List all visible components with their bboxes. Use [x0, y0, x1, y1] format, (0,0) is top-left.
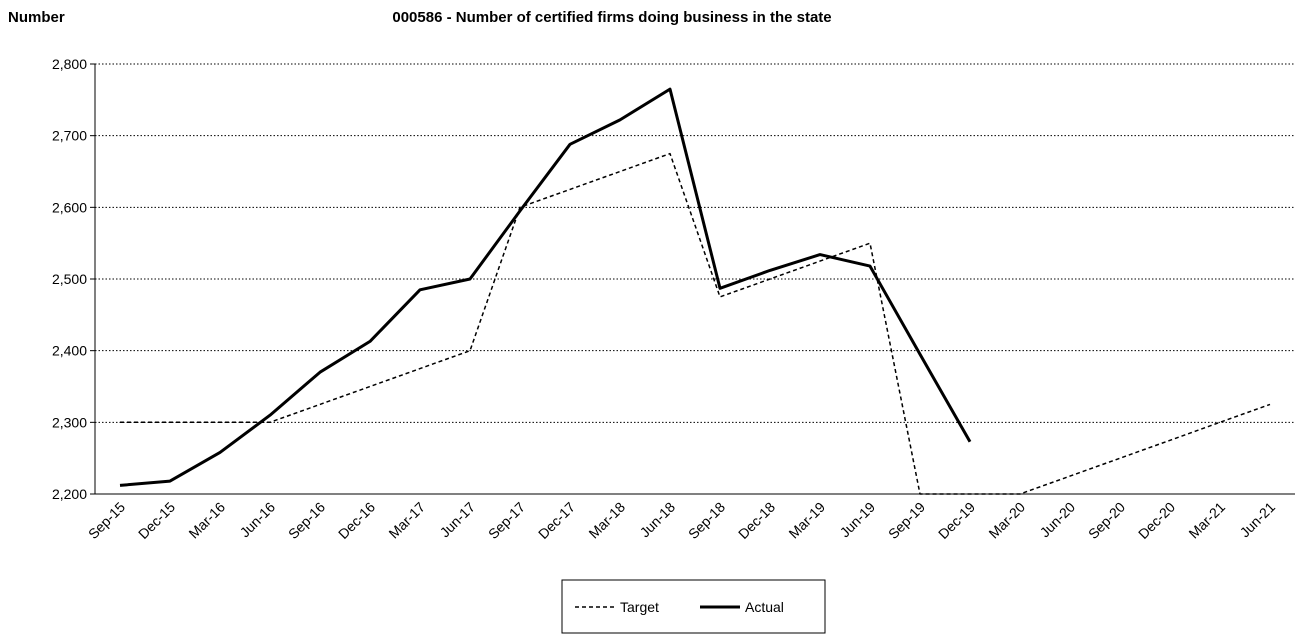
x-tick-label: Mar-18: [585, 499, 628, 542]
x-tick-label: Dec-18: [735, 499, 778, 542]
x-tick-label: Sep-15: [85, 499, 128, 542]
x-tick-label: Mar-21: [1185, 499, 1228, 542]
x-tick-label: Mar-16: [185, 499, 228, 542]
legend-label: Actual: [745, 599, 784, 615]
y-tick-label: 2,200: [52, 486, 87, 502]
legend-label: Target: [620, 599, 659, 615]
x-tick-label: Jun-18: [637, 499, 679, 541]
x-tick-label: Dec-15: [135, 499, 178, 542]
y-tick-label: 2,600: [52, 199, 87, 215]
x-tick-label: Dec-16: [335, 499, 378, 542]
line-series: [120, 152, 1271, 495]
x-tick-label: Jun-20: [1037, 499, 1079, 541]
x-tick-label: Jun-16: [237, 499, 279, 541]
x-tick-label: Jun-17: [437, 499, 479, 541]
x-tick-label: Mar-17: [385, 499, 428, 542]
y-axis-label: Number: [8, 9, 65, 26]
y-tick-label: 2,800: [52, 56, 87, 72]
x-tick-label: Sep-16: [285, 499, 328, 542]
x-tick-label: Jun-19: [837, 499, 879, 541]
x-tick-label: Dec-20: [1135, 499, 1178, 542]
x-tick-label: Mar-19: [785, 499, 828, 542]
legend-box: [561, 579, 826, 634]
line-series: [119, 87, 972, 487]
y-tick-label: 2,300: [52, 414, 87, 430]
x-tick-label: Sep-20: [1085, 499, 1128, 542]
x-tick-label: Jun-21: [1237, 499, 1279, 541]
y-tick-label: 2,500: [52, 271, 87, 287]
y-tick-label: 2,400: [52, 343, 87, 359]
x-tick-label: Sep-18: [685, 499, 728, 542]
y-tick-label: 2,700: [52, 128, 87, 144]
x-tick-label: Dec-17: [535, 499, 578, 542]
chart-title: 000586 - Number of certified firms doing…: [392, 9, 831, 26]
x-tick-label: Sep-19: [885, 499, 928, 542]
x-tick-label: Dec-19: [935, 499, 978, 542]
x-tick-label: Sep-17: [485, 499, 528, 542]
x-tick-label: Mar-20: [985, 499, 1028, 542]
